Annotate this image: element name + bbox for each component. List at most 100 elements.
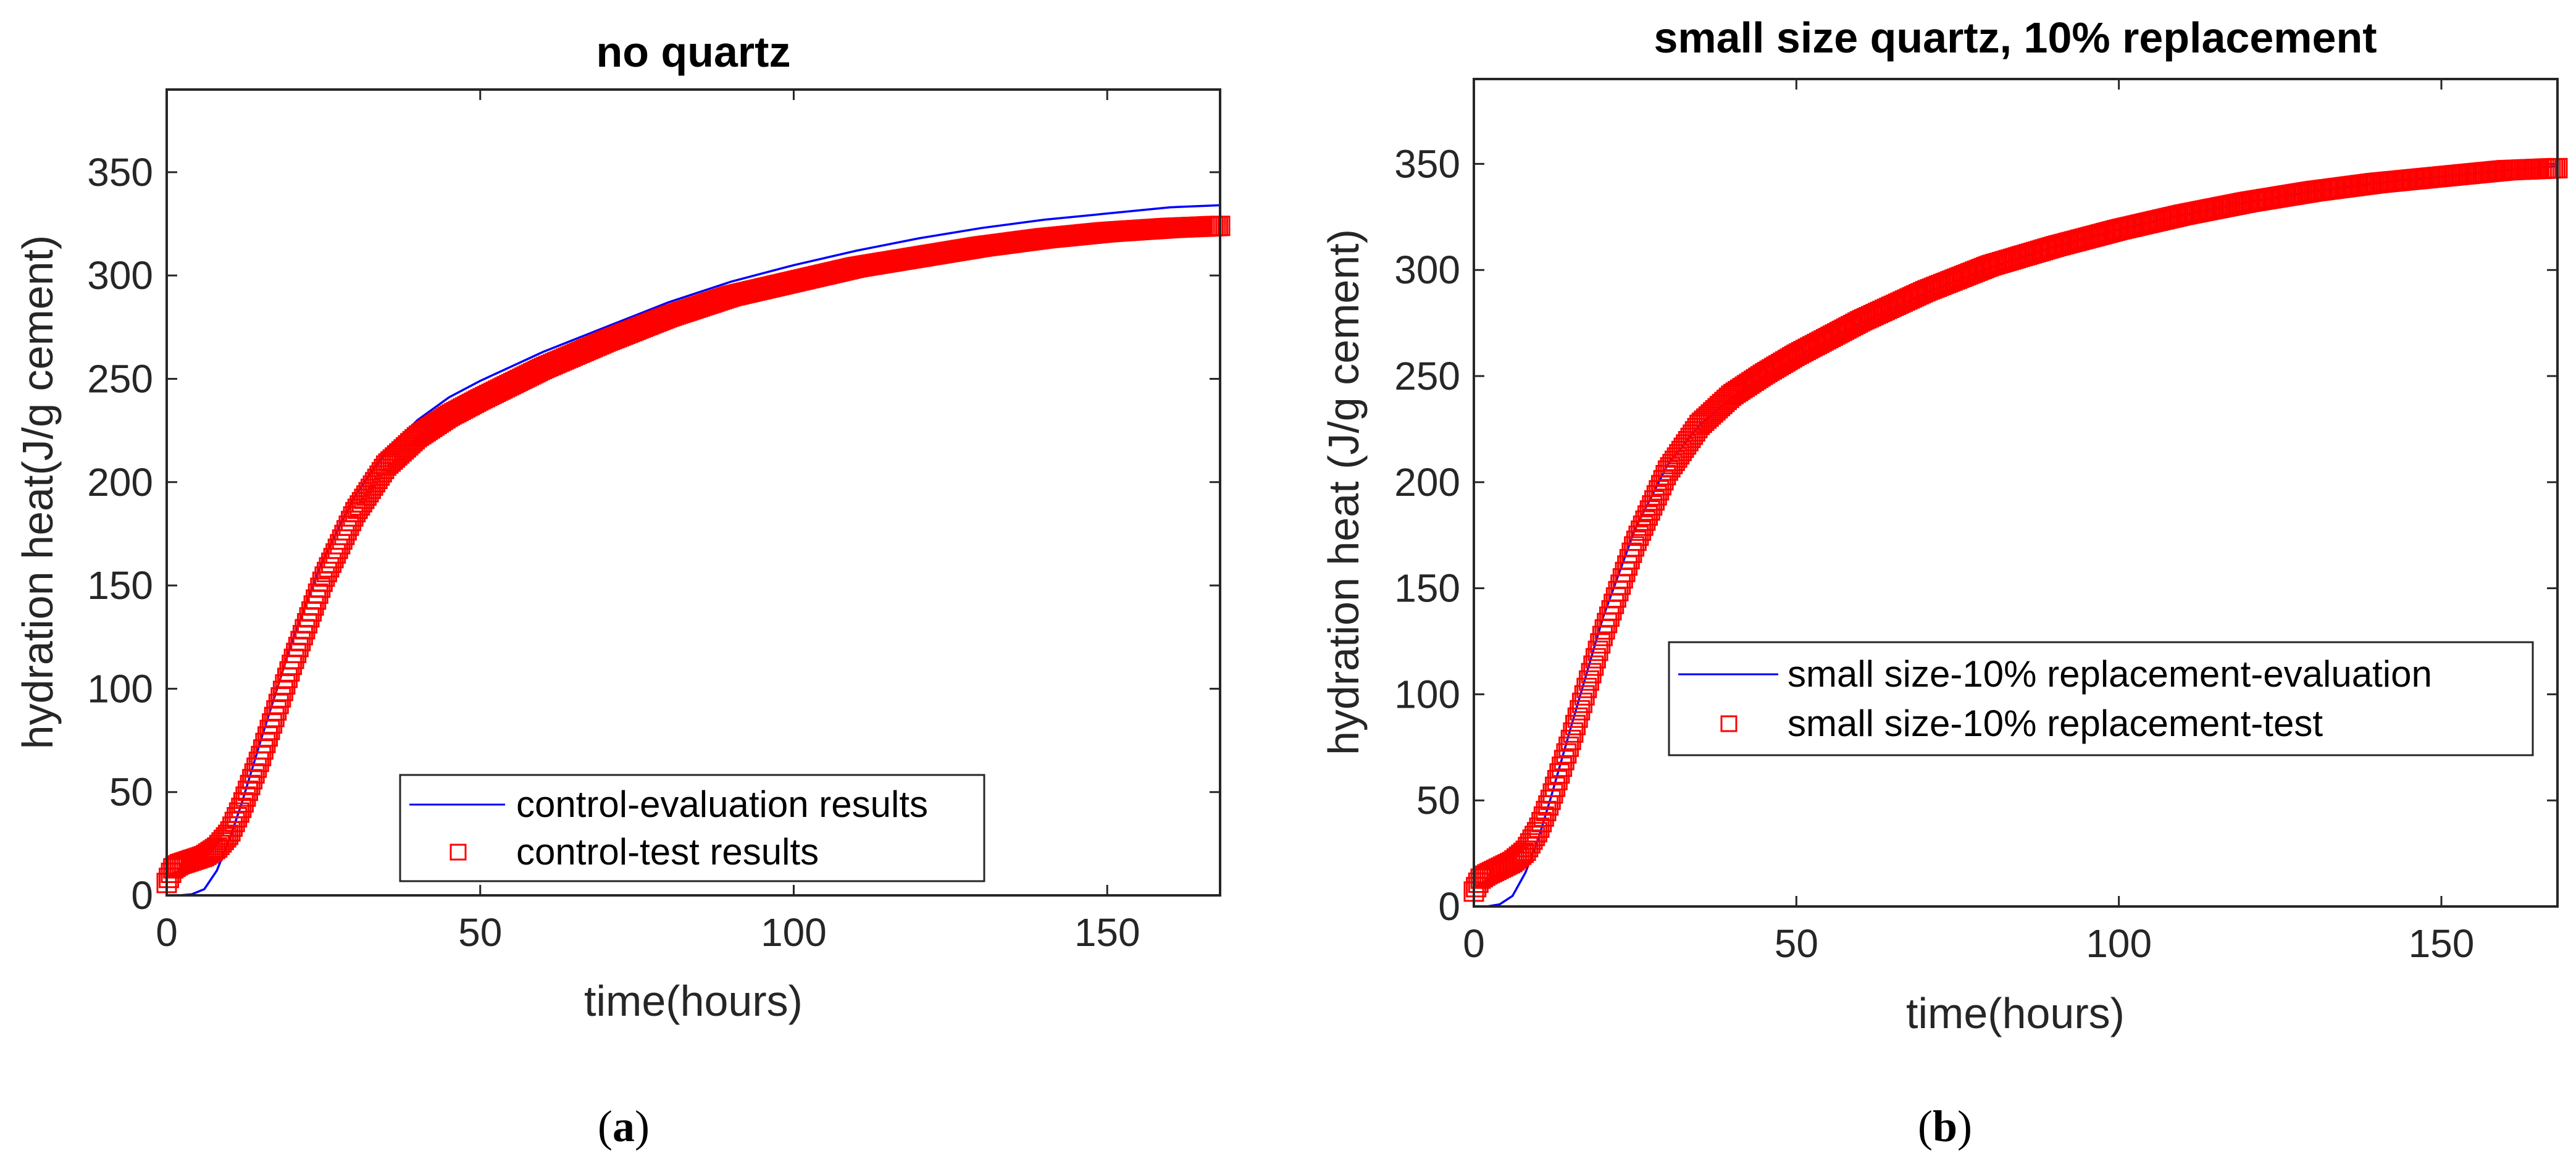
test-marker (1572, 692, 1592, 713)
y-tick-label: 350 (1394, 141, 1460, 186)
test-marker (1536, 800, 1557, 821)
x-tick-label: 0 (1463, 921, 1485, 966)
test-marker (1554, 750, 1574, 771)
test-marker (1579, 670, 1599, 691)
test-marker (270, 687, 291, 708)
x-tick-label: 0 (156, 910, 178, 955)
legend-label-evaluation: small size-10% replacement-evaluation (1788, 653, 2432, 695)
test-marker (1624, 536, 1645, 557)
y-tick-labels: 0 50 100 150 200 250 300 350 (87, 150, 153, 918)
y-tick-label: 100 (1394, 672, 1460, 716)
test-marker (275, 674, 296, 695)
test-marker (1556, 743, 1577, 764)
test-marker (264, 706, 285, 727)
series-layer (156, 204, 1231, 897)
test-marker (1565, 714, 1586, 735)
panel-caption: (a) (598, 1102, 650, 1151)
test-marker (1576, 677, 1597, 698)
y-axis-label: hydration heat(J/g cement) (14, 235, 62, 750)
y-tick-label: 100 (87, 666, 153, 711)
test-marker (1540, 789, 1561, 810)
plot-area (165, 88, 1221, 897)
test-marker (1545, 776, 1566, 797)
y-tick-label: 250 (1394, 354, 1460, 398)
test-marker (244, 763, 265, 784)
test-marker (1621, 542, 1642, 563)
test-marker (231, 797, 252, 818)
chart-panel-a: 0 50 100 150 200 250 300 350 0 50 100 150 no quart… (14, 28, 1231, 1151)
test-marker (1529, 817, 1550, 838)
test-marker (262, 713, 283, 734)
y-tick-label: 150 (87, 563, 153, 608)
plot-area (1473, 78, 2559, 908)
test-marker (1533, 806, 1554, 827)
y-tick-label: 0 (1438, 884, 1460, 929)
plot-frame (165, 88, 1221, 897)
chart-title: small size quartz, 10% replacement (1654, 14, 2377, 62)
x-axis-label: time(hours) (1906, 989, 2125, 1037)
test-marker (1542, 783, 1563, 804)
test-marker (1560, 729, 1581, 750)
caption-close-paren: ) (635, 1102, 650, 1151)
test-marker (259, 719, 280, 740)
test-marker (1563, 722, 1584, 743)
test-marker (307, 583, 328, 604)
panel-caption: (b) (1918, 1102, 1972, 1151)
y-tick-label: 300 (1394, 248, 1460, 292)
x-axis-label: time(hours) (584, 977, 803, 1025)
plot-frame (1473, 78, 2559, 908)
x-tick-labels: 0 50 100 150 (1463, 921, 2474, 966)
test-marker (235, 786, 256, 807)
y-tick-label: 50 (109, 770, 153, 814)
series-markers-test (156, 216, 1231, 894)
x-tick-label: 100 (2086, 921, 2152, 966)
test-marker (1587, 640, 1608, 661)
test-marker (253, 739, 274, 760)
y-tick-label: 200 (1394, 460, 1460, 504)
test-marker (242, 769, 263, 790)
y-tick-label: 250 (87, 356, 153, 401)
caption-open-paren: ( (1918, 1102, 1933, 1151)
test-marker (1549, 763, 1570, 784)
legend-label-evaluation: control-evaluation results (516, 784, 928, 825)
legend-label-test: small size-10% replacement-test (1788, 703, 2323, 744)
y-tick-label: 0 (131, 873, 153, 918)
x-tick-labels: 0 50 100 150 (156, 910, 1140, 955)
series-layer (1463, 157, 2568, 908)
legend-label-test: control-test results (516, 831, 819, 873)
test-marker (1567, 707, 1588, 728)
test-marker (1547, 769, 1568, 790)
test-marker (1574, 685, 1595, 706)
test-marker (1570, 700, 1591, 721)
y-tick-label: 200 (87, 460, 153, 504)
caption-letter: a (613, 1102, 635, 1151)
test-marker (1531, 811, 1552, 832)
caption-letter: b (1933, 1102, 1957, 1151)
series-markers-test (1463, 157, 2568, 902)
caption-open-paren: ( (598, 1102, 613, 1151)
test-marker (238, 781, 258, 802)
test-marker (233, 792, 254, 813)
test-marker (1581, 663, 1602, 684)
legend: control-evaluation results control-test … (399, 774, 985, 882)
y-tick-label: 350 (87, 150, 153, 195)
test-marker (272, 680, 293, 701)
test-marker (251, 745, 272, 766)
y-tick-label: 150 (1394, 566, 1460, 611)
test-marker (257, 726, 278, 747)
legend-marker-swatch (1720, 715, 1738, 732)
y-tick-labels: 0 50 100 150 200 250 300 350 (1394, 141, 1460, 929)
test-marker (1590, 633, 1611, 654)
test-marker (1585, 648, 1606, 669)
test-marker (310, 577, 331, 598)
x-tick-label: 50 (458, 910, 502, 955)
test-marker (266, 700, 287, 721)
y-tick-label: 50 (1416, 778, 1460, 822)
y-tick-label: 300 (87, 253, 153, 298)
test-marker (1558, 736, 1579, 757)
test-marker (240, 774, 261, 795)
caption-close-paren: ) (1957, 1102, 1972, 1151)
test-marker (1583, 655, 1604, 676)
legend: small size-10% replacement-evaluation sm… (1668, 641, 2534, 756)
